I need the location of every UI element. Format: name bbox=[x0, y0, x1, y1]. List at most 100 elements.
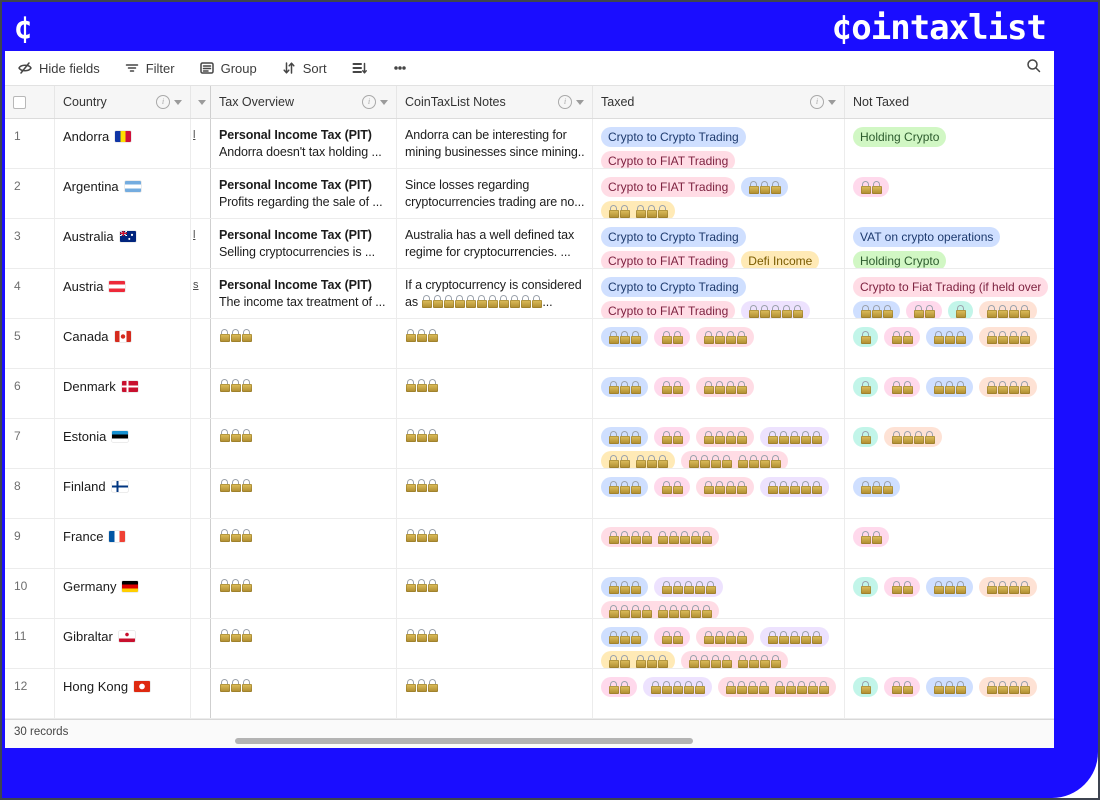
row-number[interactable]: 3 bbox=[5, 219, 55, 268]
cell-taxed[interactable]: Crypto to FIAT Trading bbox=[593, 169, 845, 218]
cell-collapsed-link[interactable] bbox=[191, 169, 211, 218]
chevron-down-icon[interactable] bbox=[828, 99, 836, 105]
row-number[interactable]: 4 bbox=[5, 269, 55, 318]
hide-fields-button[interactable]: Hide fields bbox=[17, 60, 100, 76]
column-header-tax-overview[interactable]: Tax Overview i bbox=[211, 86, 397, 118]
cell-not-taxed[interactable] bbox=[845, 169, 1054, 218]
filter-button[interactable]: Filter bbox=[124, 60, 175, 76]
cell-collapsed-link[interactable] bbox=[191, 569, 211, 618]
cell-not-taxed[interactable] bbox=[845, 469, 1054, 518]
row-number[interactable]: 1 bbox=[5, 119, 55, 168]
cell-taxed[interactable] bbox=[593, 569, 845, 618]
cell-country[interactable]: Austria bbox=[55, 269, 191, 318]
row-number[interactable]: 5 bbox=[5, 319, 55, 368]
cell-notes[interactable] bbox=[397, 419, 593, 468]
info-icon[interactable]: i bbox=[156, 95, 170, 109]
column-header-notes[interactable]: CoinTaxList Notes i bbox=[397, 86, 593, 118]
cell-country[interactable]: Canada bbox=[55, 319, 191, 368]
cell-notes[interactable] bbox=[397, 669, 593, 718]
cell-taxed[interactable] bbox=[593, 469, 845, 518]
cell-country[interactable]: Denmark bbox=[55, 369, 191, 418]
cell-collapsed-link[interactable]: l bbox=[191, 119, 211, 168]
cell-country[interactable]: France bbox=[55, 519, 191, 568]
cell-not-taxed[interactable]: VAT on crypto operations Holding Crypto bbox=[845, 219, 1054, 268]
row-height-button[interactable] bbox=[351, 60, 368, 76]
cell-notes[interactable] bbox=[397, 569, 593, 618]
row-number[interactable]: 7 bbox=[5, 419, 55, 468]
cell-tax-overview[interactable] bbox=[211, 419, 397, 468]
cell-not-taxed[interactable] bbox=[845, 519, 1054, 568]
column-header-collapsed[interactable] bbox=[191, 86, 211, 118]
chevron-down-icon[interactable] bbox=[174, 99, 182, 105]
cell-notes[interactable]: If a cryptocurrency is considered as ... bbox=[397, 269, 593, 318]
cell-taxed[interactable] bbox=[593, 669, 845, 718]
cell-not-taxed[interactable] bbox=[845, 619, 1054, 668]
cell-taxed[interactable] bbox=[593, 619, 845, 668]
cell-collapsed-link[interactable] bbox=[191, 669, 211, 718]
cell-not-taxed[interactable] bbox=[845, 319, 1054, 368]
cell-tax-overview[interactable] bbox=[211, 519, 397, 568]
cell-tax-overview[interactable]: Personal Income Tax (PIT) Andorra doesn't… bbox=[211, 119, 397, 168]
row-number[interactable]: 8 bbox=[5, 469, 55, 518]
cell-tax-overview[interactable]: Personal Income Tax (PIT) The income tax … bbox=[211, 269, 397, 318]
info-icon[interactable]: i bbox=[362, 95, 376, 109]
cell-country[interactable]: Argentina bbox=[55, 169, 191, 218]
cell-notes[interactable]: Since losses regarding cryptocurrencies t… bbox=[397, 169, 593, 218]
row-number[interactable]: 10 bbox=[5, 569, 55, 618]
cell-collapsed-link[interactable] bbox=[191, 319, 211, 368]
cell-collapsed-link[interactable]: s bbox=[191, 269, 211, 318]
select-all-checkbox[interactable] bbox=[13, 95, 26, 109]
row-number[interactable]: 9 bbox=[5, 519, 55, 568]
cell-notes[interactable]: Andorra can be interesting for mining bus… bbox=[397, 119, 593, 168]
cell-not-taxed[interactable] bbox=[845, 669, 1054, 718]
cell-not-taxed[interactable]: Crypto to Fiat Trading (if held over bbox=[845, 269, 1054, 318]
cell-tax-overview[interactable] bbox=[211, 569, 397, 618]
more-options-button[interactable] bbox=[392, 60, 408, 76]
row-number[interactable]: 11 bbox=[5, 619, 55, 668]
cell-taxed[interactable] bbox=[593, 319, 845, 368]
cell-taxed[interactable] bbox=[593, 369, 845, 418]
cell-taxed[interactable]: Crypto to Crypto Trading Crypto to FIAT T… bbox=[593, 269, 845, 318]
column-header-taxed[interactable]: Taxed i bbox=[593, 86, 845, 118]
cell-country[interactable]: Finland bbox=[55, 469, 191, 518]
cell-not-taxed[interactable]: Holding Crypto bbox=[845, 119, 1054, 168]
cell-tax-overview[interactable]: Personal Income Tax (PIT) Profits regardi… bbox=[211, 169, 397, 218]
row-number[interactable]: 6 bbox=[5, 369, 55, 418]
column-header-country[interactable]: Country i bbox=[55, 86, 191, 118]
cell-country[interactable]: Germany bbox=[55, 569, 191, 618]
cell-notes[interactable] bbox=[397, 369, 593, 418]
sort-button[interactable]: Sort bbox=[281, 60, 327, 76]
cell-collapsed-link[interactable]: l bbox=[191, 219, 211, 268]
cell-country[interactable]: Gibraltar bbox=[55, 619, 191, 668]
cell-notes[interactable] bbox=[397, 319, 593, 368]
cell-not-taxed[interactable] bbox=[845, 569, 1054, 618]
cell-not-taxed[interactable] bbox=[845, 369, 1054, 418]
cointaxlist-wordmark[interactable]: ¢ointaxlist bbox=[831, 8, 1047, 48]
chevron-down-icon[interactable] bbox=[198, 99, 206, 105]
cell-collapsed-link[interactable] bbox=[191, 469, 211, 518]
cell-collapsed-link[interactable] bbox=[191, 619, 211, 668]
cell-taxed[interactable] bbox=[593, 519, 845, 568]
chevron-down-icon[interactable] bbox=[380, 99, 388, 105]
cell-notes[interactable] bbox=[397, 519, 593, 568]
cell-tax-overview[interactable] bbox=[211, 619, 397, 668]
row-number[interactable]: 2 bbox=[5, 169, 55, 218]
cell-taxed[interactable]: Crypto to Crypto Trading Crypto to FIAT T… bbox=[593, 119, 845, 168]
cell-collapsed-link[interactable] bbox=[191, 369, 211, 418]
cell-tax-overview[interactable] bbox=[211, 369, 397, 418]
horizontal-scrollbar-thumb[interactable] bbox=[235, 738, 693, 744]
cell-taxed[interactable] bbox=[593, 419, 845, 468]
cell-country[interactable]: Andorra bbox=[55, 119, 191, 168]
column-header-not-taxed[interactable]: Not Taxed bbox=[845, 86, 1054, 118]
chevron-down-icon[interactable] bbox=[576, 99, 584, 105]
cell-notes[interactable] bbox=[397, 619, 593, 668]
cell-notes[interactable] bbox=[397, 469, 593, 518]
cell-tax-overview[interactable] bbox=[211, 669, 397, 718]
info-icon[interactable]: i bbox=[810, 95, 824, 109]
row-number[interactable]: 12 bbox=[5, 669, 55, 718]
cell-country[interactable]: Estonia bbox=[55, 419, 191, 468]
cell-not-taxed[interactable] bbox=[845, 419, 1054, 468]
info-icon[interactable]: i bbox=[558, 95, 572, 109]
cell-notes[interactable]: Australia has a well defined tax regime f… bbox=[397, 219, 593, 268]
cell-country[interactable]: Australia bbox=[55, 219, 191, 268]
